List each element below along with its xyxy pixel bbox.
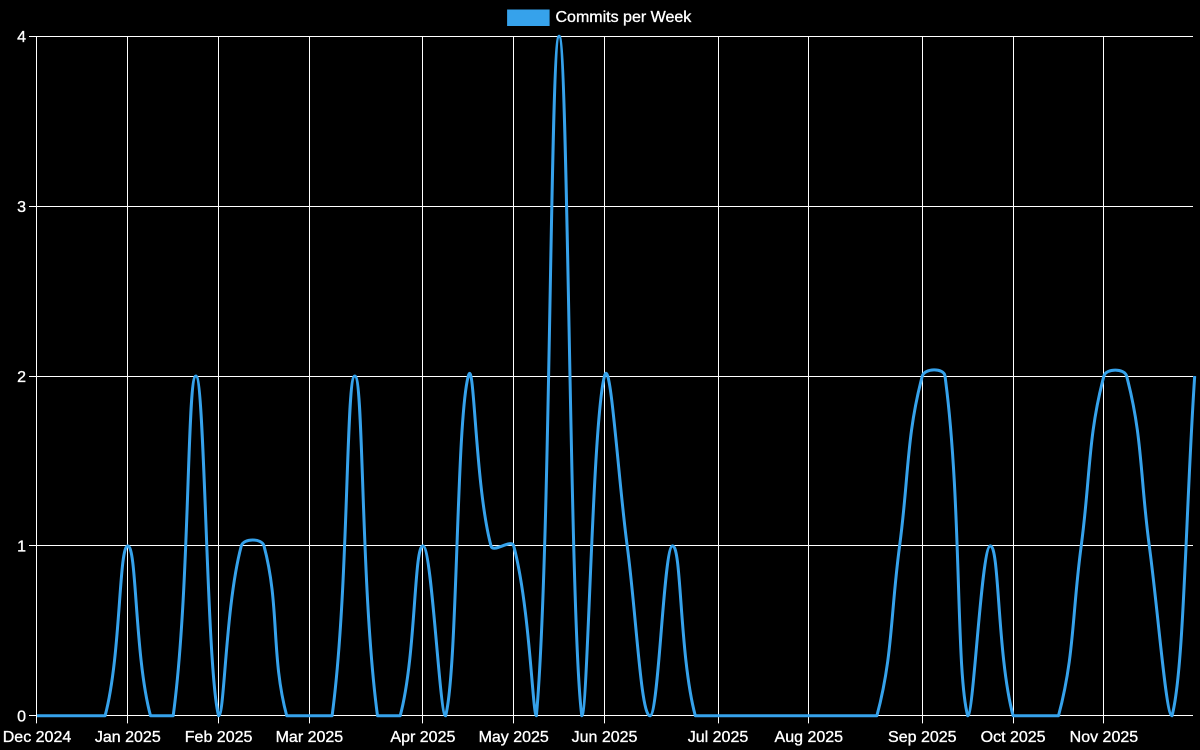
svg-text:Feb 2025: Feb 2025	[185, 729, 253, 746]
svg-text:Sep 2025: Sep 2025	[888, 729, 957, 746]
svg-text:Oct 2025: Oct 2025	[981, 729, 1046, 746]
svg-text:Jun 2025: Jun 2025	[572, 729, 638, 746]
svg-text:3: 3	[17, 199, 26, 216]
svg-text:Nov 2025: Nov 2025	[1070, 729, 1139, 746]
svg-text:Aug 2025: Aug 2025	[775, 729, 844, 746]
svg-text:Mar 2025: Mar 2025	[276, 729, 344, 746]
svg-text:May 2025: May 2025	[479, 729, 549, 746]
svg-text:Jul 2025: Jul 2025	[688, 729, 749, 746]
svg-text:Dec 2024: Dec 2024	[3, 729, 72, 746]
svg-text:4: 4	[17, 29, 26, 46]
svg-text:Commits per Week: Commits per Week	[556, 9, 693, 26]
svg-text:0: 0	[17, 709, 26, 726]
svg-text:2: 2	[17, 369, 26, 386]
svg-text:Jan 2025: Jan 2025	[95, 729, 161, 746]
svg-text:Apr 2025: Apr 2025	[390, 729, 455, 746]
svg-text:1: 1	[17, 539, 26, 556]
